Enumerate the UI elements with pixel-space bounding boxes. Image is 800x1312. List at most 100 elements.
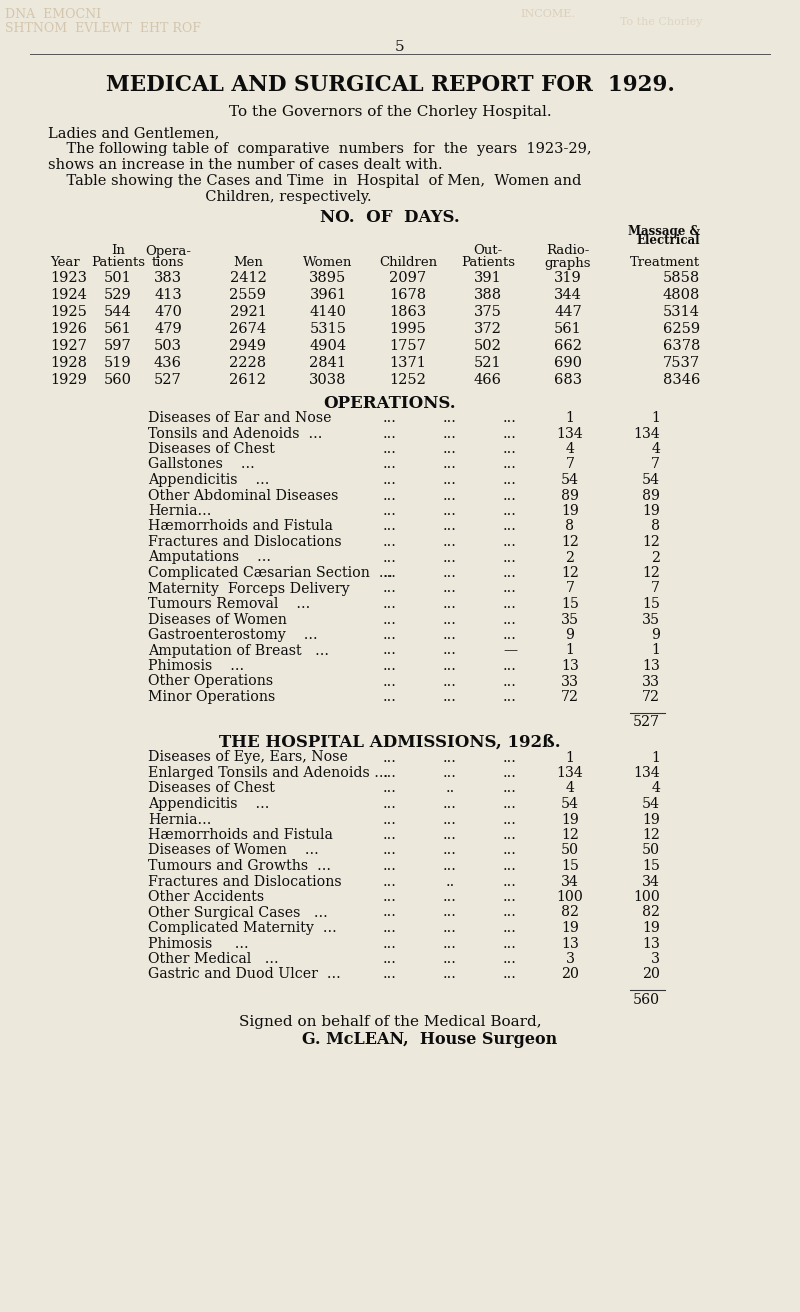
Text: ...: ...	[383, 690, 397, 705]
Text: ...: ...	[383, 613, 397, 627]
Text: 12: 12	[642, 535, 660, 548]
Text: ...: ...	[443, 674, 457, 689]
Text: ...: ...	[383, 890, 397, 904]
Text: THE HOSPITAL ADMISSIONS, 192ß.: THE HOSPITAL ADMISSIONS, 192ß.	[219, 733, 561, 750]
Text: 34: 34	[561, 875, 579, 888]
Text: 597: 597	[104, 338, 132, 353]
Text: Gallstones    ...: Gallstones ...	[148, 458, 254, 471]
Text: 19: 19	[642, 921, 660, 935]
Text: ...: ...	[503, 937, 517, 950]
Text: Out-: Out-	[474, 244, 502, 257]
Text: ...: ...	[443, 659, 457, 673]
Text: 1: 1	[566, 411, 574, 425]
Text: ...: ...	[383, 921, 397, 935]
Text: ...: ...	[503, 565, 517, 580]
Text: 3: 3	[566, 953, 574, 966]
Text: 5314: 5314	[663, 304, 700, 319]
Text: 3895: 3895	[310, 272, 346, 285]
Text: 1927: 1927	[50, 338, 87, 353]
Text: 470: 470	[154, 304, 182, 319]
Text: SHTNOM  EVLEWT  EHT ROF: SHTNOM EVLEWT EHT ROF	[5, 21, 201, 34]
Text: 100: 100	[633, 890, 660, 904]
Text: ...: ...	[503, 766, 517, 781]
Text: 4: 4	[651, 782, 660, 795]
Text: ...: ...	[383, 504, 397, 518]
Text: ...: ...	[383, 875, 397, 888]
Text: 13: 13	[561, 937, 579, 950]
Text: 683: 683	[554, 373, 582, 387]
Text: ...: ...	[503, 953, 517, 966]
Text: ...: ...	[503, 828, 517, 842]
Text: 35: 35	[561, 613, 579, 627]
Text: 7: 7	[651, 458, 660, 471]
Text: 19: 19	[561, 921, 579, 935]
Text: 33: 33	[642, 674, 660, 689]
Text: 501: 501	[104, 272, 132, 285]
Text: ...: ...	[443, 411, 457, 425]
Text: ...: ...	[383, 967, 397, 981]
Text: Year: Year	[50, 257, 80, 269]
Text: NO.  OF  DAYS.: NO. OF DAYS.	[320, 209, 460, 226]
Text: 89: 89	[561, 488, 579, 502]
Text: ...: ...	[503, 921, 517, 935]
Text: ...: ...	[383, 458, 397, 471]
Text: Other Operations: Other Operations	[148, 674, 273, 689]
Text: INCOME.: INCOME.	[520, 9, 575, 18]
Text: 54: 54	[642, 796, 660, 811]
Text: Ladies and Gentlemen,: Ladies and Gentlemen,	[48, 126, 219, 140]
Text: 8: 8	[651, 520, 660, 534]
Text: ..: ..	[446, 782, 454, 795]
Text: Enlarged Tonsils and Adenoids ...: Enlarged Tonsils and Adenoids ...	[148, 766, 388, 781]
Text: Gastric and Duod Ulcer  ...: Gastric and Duod Ulcer ...	[148, 967, 341, 981]
Text: Men: Men	[233, 257, 263, 269]
Text: ...: ...	[383, 520, 397, 534]
Text: Children, respectively.: Children, respectively.	[48, 190, 372, 203]
Text: ...: ...	[383, 474, 397, 487]
Text: ...: ...	[443, 565, 457, 580]
Text: ...: ...	[503, 488, 517, 502]
Text: ...: ...	[383, 953, 397, 966]
Text: 19: 19	[561, 504, 579, 518]
Text: ...: ...	[503, 504, 517, 518]
Text: ...: ...	[443, 597, 457, 611]
Text: 34: 34	[642, 875, 660, 888]
Text: 1925: 1925	[50, 304, 87, 319]
Text: ...: ...	[503, 628, 517, 642]
Text: Complicated Maternity  ...: Complicated Maternity ...	[148, 921, 337, 935]
Text: ...: ...	[383, 551, 397, 564]
Text: Appendicitis    ...: Appendicitis ...	[148, 474, 270, 487]
Text: ...: ...	[503, 597, 517, 611]
Text: 383: 383	[154, 272, 182, 285]
Text: 503: 503	[154, 338, 182, 353]
Text: 1757: 1757	[390, 338, 426, 353]
Text: ...: ...	[383, 643, 397, 657]
Text: 4904: 4904	[310, 338, 346, 353]
Text: 4: 4	[566, 442, 574, 457]
Text: 1: 1	[651, 411, 660, 425]
Text: 4: 4	[566, 782, 574, 795]
Text: 12: 12	[642, 565, 660, 580]
Text: To the Governors of the Chorley Hospital.: To the Governors of the Chorley Hospital…	[229, 105, 551, 119]
Text: Tumours and Growths  ...: Tumours and Growths ...	[148, 859, 331, 872]
Text: 7537: 7537	[663, 356, 700, 370]
Text: Complicated Cæsarian Section  ...: Complicated Cæsarian Section ...	[148, 565, 393, 580]
Text: 9: 9	[651, 628, 660, 642]
Text: 544: 544	[104, 304, 132, 319]
Text: ...: ...	[503, 875, 517, 888]
Text: 391: 391	[474, 272, 502, 285]
Text: Diseases of Women: Diseases of Women	[148, 613, 287, 627]
Text: 561: 561	[104, 321, 132, 336]
Text: 19: 19	[561, 812, 579, 827]
Text: 13: 13	[561, 659, 579, 673]
Text: ...: ...	[443, 967, 457, 981]
Text: ...: ...	[383, 828, 397, 842]
Text: ...: ...	[443, 828, 457, 842]
Text: 20: 20	[642, 967, 660, 981]
Text: 19: 19	[642, 812, 660, 827]
Text: ...: ...	[383, 859, 397, 872]
Text: 13: 13	[642, 659, 660, 673]
Text: 3038: 3038	[310, 373, 346, 387]
Text: 9: 9	[566, 628, 574, 642]
Text: Table showing the Cases and Time  in  Hospital  of Men,  Women and: Table showing the Cases and Time in Hosp…	[48, 174, 582, 188]
Text: ...: ...	[443, 504, 457, 518]
